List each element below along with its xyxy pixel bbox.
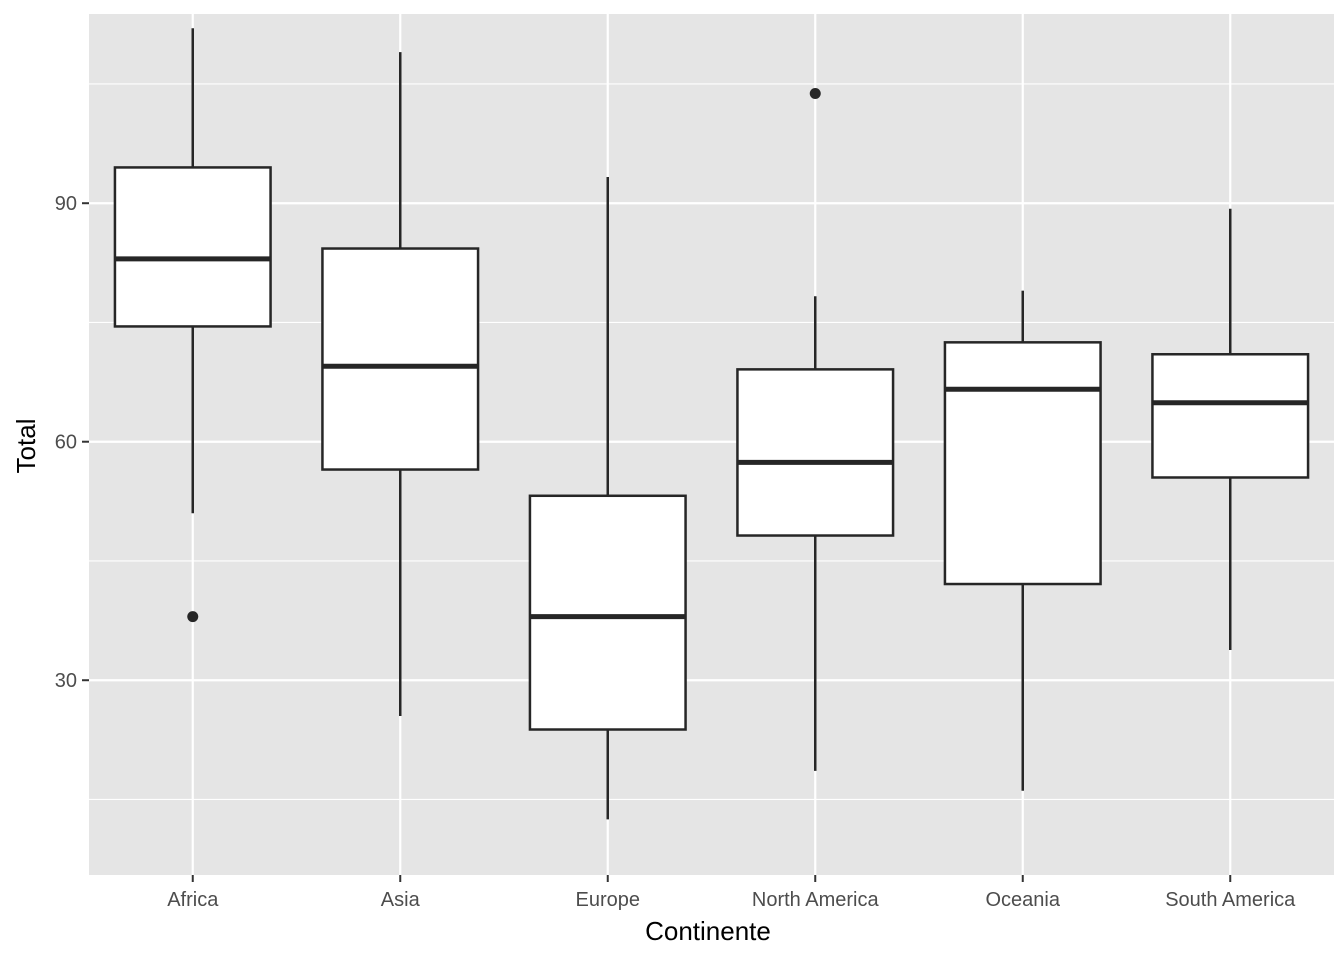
y-tick-label: 60 [55,432,77,454]
y-tick-label: 30 [55,670,77,692]
y-axis-ticks: 30 60 90 [55,193,89,692]
x-tick-label: Africa [167,889,219,911]
x-tick-label: Europe [576,889,641,911]
box-rect [736,368,895,537]
box-south-america [1151,208,1310,651]
box-rect [113,166,272,328]
box-asia [321,52,480,716]
x-tick-label: Asia [381,889,421,911]
outlier-point [809,88,821,100]
outlier-point [187,611,199,623]
box-europe [528,176,687,820]
x-tick-label: Oceania [986,889,1061,911]
x-axis-ticks: Africa Asia Europe North America Oceania Sout… [167,875,1296,911]
box-rect [943,341,1102,586]
boxes-layer [113,28,1310,820]
y-tick-label: 90 [55,193,77,215]
x-tick-label: North America [752,889,880,911]
box-rect [528,494,687,731]
box-rect [1151,353,1310,479]
panel-background [89,14,1334,875]
box-north-america [736,88,895,771]
box-africa [113,28,272,623]
y-axis-title: Total [11,419,41,474]
x-axis-title: Continente [645,916,771,946]
x-tick-label: South America [1165,889,1296,911]
box-oceania [943,290,1102,791]
box-rect [321,247,480,471]
